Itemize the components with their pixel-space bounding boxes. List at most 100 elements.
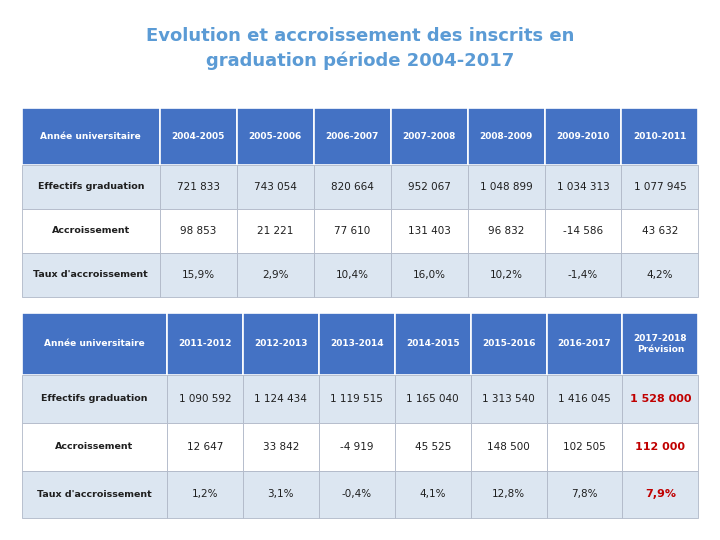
Text: 102 505: 102 505 <box>563 442 606 451</box>
Bar <box>160 209 237 253</box>
Text: Evolution et accroissement des inscrits en
graduation période 2004-2017: Evolution et accroissement des inscrits … <box>146 26 574 71</box>
Bar <box>319 423 395 470</box>
Bar <box>621 209 698 253</box>
Text: Effectifs graduation: Effectifs graduation <box>37 183 144 191</box>
Text: 45 525: 45 525 <box>415 442 451 451</box>
Bar <box>395 375 471 423</box>
Text: 33 842: 33 842 <box>263 442 299 451</box>
Bar <box>314 209 391 253</box>
Bar <box>623 423 698 470</box>
Text: 7,8%: 7,8% <box>571 489 598 500</box>
Text: 2004-2005: 2004-2005 <box>171 132 225 141</box>
Bar <box>314 165 391 209</box>
Bar <box>621 165 698 209</box>
Text: 148 500: 148 500 <box>487 442 530 451</box>
Bar <box>467 253 544 297</box>
Text: 1 090 592: 1 090 592 <box>179 394 231 404</box>
Bar <box>544 253 621 297</box>
Text: 743 054: 743 054 <box>254 182 297 192</box>
Bar <box>546 470 623 518</box>
Bar <box>237 108 314 165</box>
Bar <box>395 470 471 518</box>
Bar <box>319 375 395 423</box>
Text: 98 853: 98 853 <box>180 226 217 236</box>
Text: 2011-2012: 2011-2012 <box>179 340 232 348</box>
Text: Année universitaire: Année universitaire <box>40 132 141 141</box>
Text: 1 165 040: 1 165 040 <box>406 394 459 404</box>
Text: 10,2%: 10,2% <box>490 270 523 280</box>
Bar <box>243 470 319 518</box>
Bar <box>623 375 698 423</box>
Text: 2009-2010: 2009-2010 <box>557 132 610 141</box>
Text: 96 832: 96 832 <box>488 226 524 236</box>
Text: 16,0%: 16,0% <box>413 270 446 280</box>
Text: 1 119 515: 1 119 515 <box>330 394 383 404</box>
Bar <box>467 108 544 165</box>
Bar <box>391 165 467 209</box>
Bar <box>243 375 319 423</box>
Bar <box>391 253 467 297</box>
Text: 7,9%: 7,9% <box>645 489 676 500</box>
Text: 2005-2006: 2005-2006 <box>248 132 302 141</box>
Text: 2016-2017: 2016-2017 <box>558 340 611 348</box>
Bar <box>167 375 243 423</box>
Bar <box>546 313 623 375</box>
Bar <box>22 108 160 165</box>
Text: 2007-2008: 2007-2008 <box>402 132 456 141</box>
Bar <box>237 209 314 253</box>
Text: Taux d'accroissement: Taux d'accroissement <box>33 271 148 280</box>
Text: 4,2%: 4,2% <box>647 270 673 280</box>
Text: 2008-2009: 2008-2009 <box>480 132 533 141</box>
Text: 4,1%: 4,1% <box>420 489 446 500</box>
Text: 15,9%: 15,9% <box>182 270 215 280</box>
Text: 3,1%: 3,1% <box>268 489 294 500</box>
Bar <box>467 209 544 253</box>
Bar <box>160 108 237 165</box>
Bar <box>471 375 546 423</box>
Bar <box>546 375 623 423</box>
Bar <box>544 209 621 253</box>
Text: 2014-2015: 2014-2015 <box>406 340 459 348</box>
Bar <box>314 253 391 297</box>
Text: 2010-2011: 2010-2011 <box>634 132 687 141</box>
Bar <box>546 423 623 470</box>
Bar <box>314 108 391 165</box>
Bar <box>243 423 319 470</box>
Bar <box>167 423 243 470</box>
Bar <box>22 313 167 375</box>
Bar <box>22 423 167 470</box>
Text: 1 077 945: 1 077 945 <box>634 182 686 192</box>
Text: Taux d'accroissement: Taux d'accroissement <box>37 490 152 499</box>
Text: 820 664: 820 664 <box>330 182 374 192</box>
Bar <box>319 470 395 518</box>
Text: -0,4%: -0,4% <box>342 489 372 500</box>
Text: 21 221: 21 221 <box>257 226 294 236</box>
Bar <box>471 470 546 518</box>
Text: 721 833: 721 833 <box>177 182 220 192</box>
Text: 1 416 045: 1 416 045 <box>558 394 611 404</box>
Bar <box>167 470 243 518</box>
Text: 131 403: 131 403 <box>408 226 451 236</box>
Bar <box>160 165 237 209</box>
Text: 2013-2014: 2013-2014 <box>330 340 384 348</box>
Text: 1 313 540: 1 313 540 <box>482 394 535 404</box>
Text: 2,9%: 2,9% <box>262 270 289 280</box>
Text: 1 124 434: 1 124 434 <box>254 394 307 404</box>
Bar <box>544 165 621 209</box>
Bar <box>471 313 546 375</box>
Text: 2006-2007: 2006-2007 <box>325 132 379 141</box>
Bar <box>391 209 467 253</box>
Bar <box>167 313 243 375</box>
Bar <box>395 313 471 375</box>
Text: 12,8%: 12,8% <box>492 489 525 500</box>
Text: 1 034 313: 1 034 313 <box>557 182 609 192</box>
Bar <box>243 313 319 375</box>
Bar <box>621 253 698 297</box>
Text: 2015-2016: 2015-2016 <box>482 340 536 348</box>
Bar <box>22 253 160 297</box>
Text: -1,4%: -1,4% <box>568 270 598 280</box>
Text: 1 528 000: 1 528 000 <box>630 394 691 404</box>
Text: 77 610: 77 610 <box>334 226 370 236</box>
Bar <box>237 165 314 209</box>
Text: 10,4%: 10,4% <box>336 270 369 280</box>
